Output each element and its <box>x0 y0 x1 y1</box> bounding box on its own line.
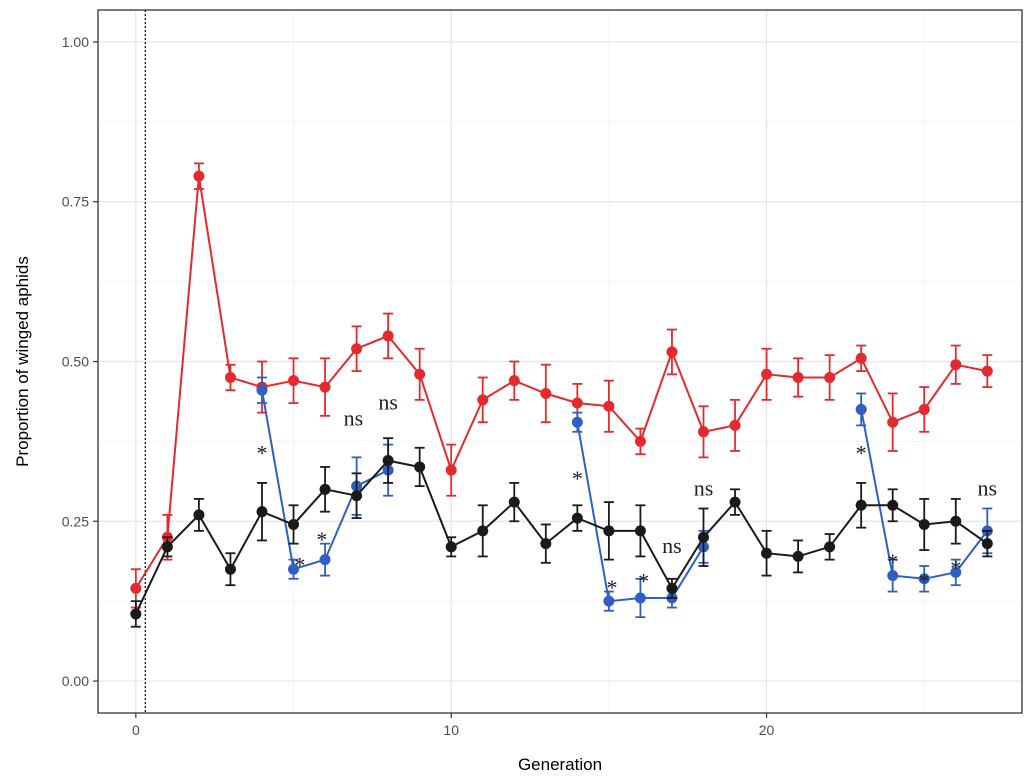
annotation-asterisk: * <box>256 441 267 466</box>
annotation-asterisk: * <box>887 549 898 574</box>
series-0-point <box>508 375 520 387</box>
series-2-point <box>729 496 741 508</box>
series-0-point <box>477 394 489 406</box>
series-0-point <box>887 416 899 428</box>
series-2-point <box>319 483 331 495</box>
series-0-point <box>634 435 646 447</box>
series-0-point <box>761 368 773 380</box>
x-tick-label: 0 <box>132 722 140 738</box>
series-2-point <box>508 496 520 508</box>
series-2-point <box>256 506 268 518</box>
series-0-point <box>824 371 836 383</box>
annotation-asterisk: * <box>572 466 583 491</box>
series-1-point <box>634 592 646 604</box>
series-1-point <box>603 595 615 607</box>
x-tick-label: 10 <box>443 722 459 738</box>
series-1-point <box>571 416 583 428</box>
series-2-point <box>224 563 236 575</box>
series-0-point <box>666 346 678 358</box>
series-0-point <box>382 330 394 342</box>
series-2-point <box>130 608 142 620</box>
series-2-point <box>918 518 930 530</box>
series-0-point <box>288 375 300 387</box>
series-2-point <box>824 541 836 553</box>
x-axis-title: Generation <box>518 755 602 774</box>
series-0-point <box>193 170 205 182</box>
series-2-point <box>445 541 457 553</box>
series-0-point <box>950 359 962 371</box>
series-2-point <box>855 499 867 511</box>
series-0-point <box>792 371 804 383</box>
series-2-point <box>540 538 552 550</box>
series-1-point <box>319 554 331 566</box>
y-axis-title: Proportion of winged aphids <box>13 256 32 467</box>
series-2-point <box>288 518 300 530</box>
series-2-point <box>887 499 899 511</box>
series-2-line <box>134 459 988 615</box>
series-0-point <box>224 371 236 383</box>
series-0-point <box>855 352 867 364</box>
series-2-point <box>666 582 678 594</box>
series-2-point <box>981 538 993 550</box>
series-0-point <box>130 582 142 594</box>
annotation-ns: ns <box>978 476 998 501</box>
series-1-point <box>288 563 300 575</box>
y-tick-label: 1.00 <box>62 34 89 50</box>
annotation-asterisk: * <box>950 556 961 581</box>
series-2-point <box>351 490 363 502</box>
axis-ticks: 0.00 0.25 0.50 0.75 1.00 0 10 20 <box>62 34 775 738</box>
series-2-point <box>477 525 489 537</box>
y-tick-label: 0.00 <box>62 673 89 689</box>
series-2-point <box>697 531 709 543</box>
series-2-point <box>950 515 962 527</box>
grid <box>98 10 1022 713</box>
series-0-point <box>351 343 363 355</box>
series-layer <box>130 162 993 628</box>
series-0-point <box>729 419 741 431</box>
annotation-asterisk: * <box>316 527 327 552</box>
series-0-point <box>571 397 583 409</box>
series-0-point <box>445 464 457 476</box>
y-tick-label: 0.50 <box>62 354 89 370</box>
series-0-point <box>540 387 552 399</box>
series-1-point <box>855 403 867 415</box>
series-2-point <box>161 541 173 553</box>
series-2-point <box>571 512 583 524</box>
annotation-asterisk: * <box>856 441 867 466</box>
x-tick-label: 20 <box>759 722 775 738</box>
series-1-point <box>887 570 899 582</box>
annotation-asterisk: * <box>607 575 618 600</box>
annotation-asterisk: * <box>919 568 930 593</box>
series-0-point <box>697 426 709 438</box>
annotation-ns: ns <box>662 533 682 558</box>
y-tick-label: 0.25 <box>62 513 89 529</box>
series-0-line <box>134 176 988 589</box>
series-2-point <box>382 455 394 467</box>
series-2-point <box>761 547 773 559</box>
series-0-point <box>981 365 993 377</box>
series-1-point <box>256 384 268 396</box>
series-1-point <box>918 573 930 585</box>
annotation-asterisk: * <box>294 552 305 577</box>
annotation-ns: ns <box>378 389 398 414</box>
annotation-asterisk: * <box>638 568 649 593</box>
series-2-point <box>193 509 205 521</box>
series-2-point <box>603 525 615 537</box>
y-tick-label: 0.75 <box>62 194 89 210</box>
series-1-point <box>950 566 962 578</box>
series-0-point <box>603 400 615 412</box>
series-0-point <box>414 368 426 380</box>
annotation-ns: ns <box>694 476 714 501</box>
series-2-point <box>792 550 804 562</box>
annotation-ns: ns <box>344 405 364 430</box>
series-0-point <box>319 381 331 393</box>
series-2-point <box>634 525 646 537</box>
series-0-point <box>918 403 930 415</box>
series-2-point <box>414 461 426 473</box>
